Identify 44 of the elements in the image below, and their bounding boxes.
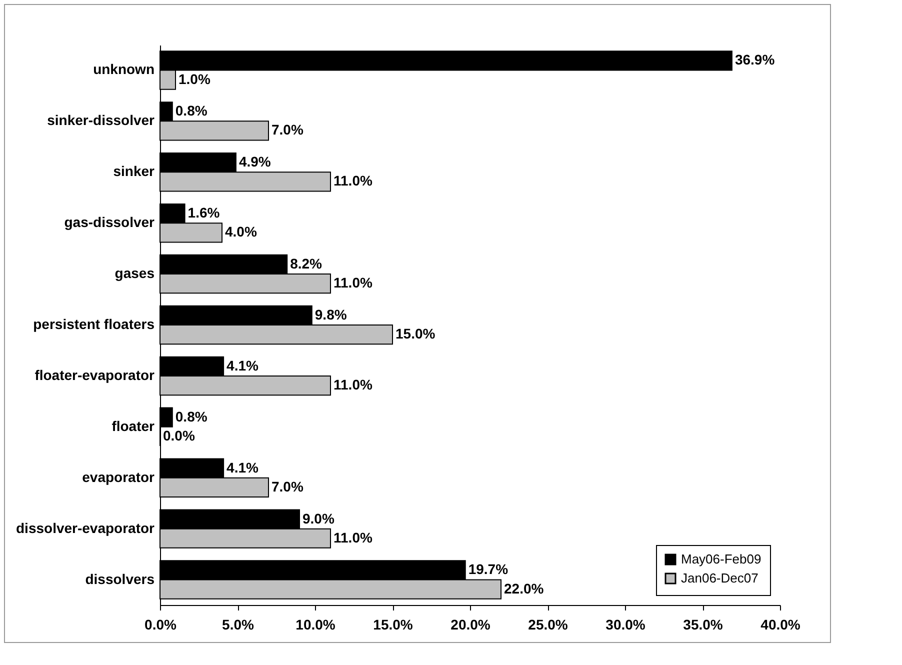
x-tick-label: 15.0% bbox=[373, 616, 414, 632]
data-label: 11.0% bbox=[334, 172, 373, 189]
x-tick-label: 5.0% bbox=[222, 616, 254, 632]
legend-label: Jan06-Dec07 bbox=[681, 570, 758, 586]
x-tick-label: 35.0% bbox=[683, 616, 724, 632]
y-tick-label: unknown bbox=[93, 61, 154, 78]
data-label: 7.0% bbox=[272, 478, 304, 494]
data-label: 1.6% bbox=[188, 204, 220, 221]
x-tick-label: 40.0% bbox=[760, 616, 801, 632]
data-label: 1.0% bbox=[178, 70, 211, 87]
x-tick-label: 0.0% bbox=[144, 616, 177, 632]
y-tick-label: gas-dissolver bbox=[64, 214, 156, 230]
data-label: 0.8% bbox=[175, 102, 208, 119]
y-tick-label: sinker-dissolver bbox=[47, 112, 156, 128]
data-label: 19.7% bbox=[468, 561, 509, 578]
data-label: 4.1% bbox=[226, 459, 260, 476]
data-label: 11.0% bbox=[334, 376, 373, 393]
data-label: 7.0% bbox=[272, 122, 304, 138]
y-tick-label: dissolver-evaporator bbox=[16, 520, 156, 536]
data-label: 0.8% bbox=[175, 408, 208, 424]
data-label: 22.0% bbox=[504, 580, 544, 596]
y-tick-label: dissolvers bbox=[85, 570, 155, 587]
x-tick-label: 10.0% bbox=[296, 616, 336, 632]
data-label: 4.1% bbox=[226, 357, 260, 374]
y-tick-label: floater-evaporator bbox=[34, 366, 156, 383]
data-label: 15.0% bbox=[396, 326, 436, 342]
data-label: 11.0% bbox=[334, 529, 373, 546]
y-tick-label: sinker bbox=[113, 163, 156, 180]
data-label: 8.2% bbox=[290, 255, 323, 272]
x-tick-label: 20.0% bbox=[450, 616, 491, 632]
y-tick-label: gases bbox=[114, 265, 155, 282]
x-tick-label: 30.0% bbox=[606, 616, 646, 632]
data-label: 0.0% bbox=[163, 427, 196, 444]
data-label: 36.9% bbox=[734, 52, 776, 68]
data-label: 4.9% bbox=[238, 154, 272, 170]
y-tick-label: evaporator bbox=[82, 468, 156, 485]
legend-label: May06-Feb09 bbox=[681, 552, 762, 566]
x-tick-label: 25.0% bbox=[528, 616, 568, 632]
y-tick-label: persistent floaters bbox=[33, 316, 155, 332]
data-label: 11.0% bbox=[334, 274, 373, 291]
y-tick-label: floater bbox=[112, 418, 156, 434]
data-label: 9.8% bbox=[314, 306, 348, 322]
data-label: 9.0% bbox=[302, 510, 335, 526]
data-label: 4.0% bbox=[225, 224, 258, 240]
